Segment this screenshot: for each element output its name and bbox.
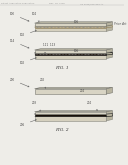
Polygon shape bbox=[35, 22, 112, 23]
Polygon shape bbox=[35, 49, 112, 50]
Bar bbox=[35, 89, 106, 94]
Polygon shape bbox=[35, 54, 112, 55]
Text: Patent Application Publication: Patent Application Publication bbox=[1, 3, 34, 4]
Polygon shape bbox=[106, 111, 112, 114]
Bar bbox=[35, 55, 106, 59]
Bar bbox=[35, 26, 106, 28]
Text: 114: 114 bbox=[10, 39, 29, 48]
Text: Dec. 18, 2008: Dec. 18, 2008 bbox=[49, 3, 65, 4]
Polygon shape bbox=[106, 22, 112, 26]
Bar bbox=[35, 112, 106, 114]
Polygon shape bbox=[106, 54, 112, 59]
Polygon shape bbox=[35, 25, 112, 26]
Text: FIG. 2: FIG. 2 bbox=[55, 128, 69, 132]
Polygon shape bbox=[106, 53, 112, 55]
Polygon shape bbox=[35, 111, 112, 112]
Text: 200: 200 bbox=[10, 78, 29, 87]
Text: 106: 106 bbox=[74, 20, 79, 24]
Text: FIG. 1: FIG. 1 bbox=[55, 66, 69, 70]
Text: US 2008/0311459 A1: US 2008/0311459 A1 bbox=[80, 3, 104, 5]
Polygon shape bbox=[106, 25, 112, 28]
Text: 204: 204 bbox=[80, 89, 85, 93]
Text: 204: 204 bbox=[87, 101, 97, 110]
Bar bbox=[35, 114, 106, 116]
Text: 102: 102 bbox=[20, 30, 36, 37]
Polygon shape bbox=[106, 115, 112, 121]
Bar bbox=[35, 53, 106, 55]
Text: 111  113: 111 113 bbox=[43, 43, 56, 53]
Polygon shape bbox=[35, 87, 112, 89]
Polygon shape bbox=[35, 115, 112, 116]
Text: Prior Art: Prior Art bbox=[114, 22, 126, 26]
Bar bbox=[35, 28, 106, 31]
Polygon shape bbox=[35, 26, 112, 28]
Polygon shape bbox=[106, 26, 112, 31]
Bar bbox=[35, 50, 106, 53]
Text: 206: 206 bbox=[20, 120, 36, 127]
Text: 104: 104 bbox=[32, 12, 39, 22]
Text: 100: 100 bbox=[10, 12, 29, 21]
Bar bbox=[35, 116, 106, 121]
Text: 106: 106 bbox=[74, 50, 79, 53]
Text: 202: 202 bbox=[40, 78, 46, 88]
Polygon shape bbox=[106, 49, 112, 53]
Bar bbox=[35, 23, 106, 26]
Polygon shape bbox=[106, 114, 112, 116]
Text: 102: 102 bbox=[20, 58, 36, 65]
Polygon shape bbox=[106, 87, 112, 94]
Text: 203: 203 bbox=[32, 101, 40, 111]
